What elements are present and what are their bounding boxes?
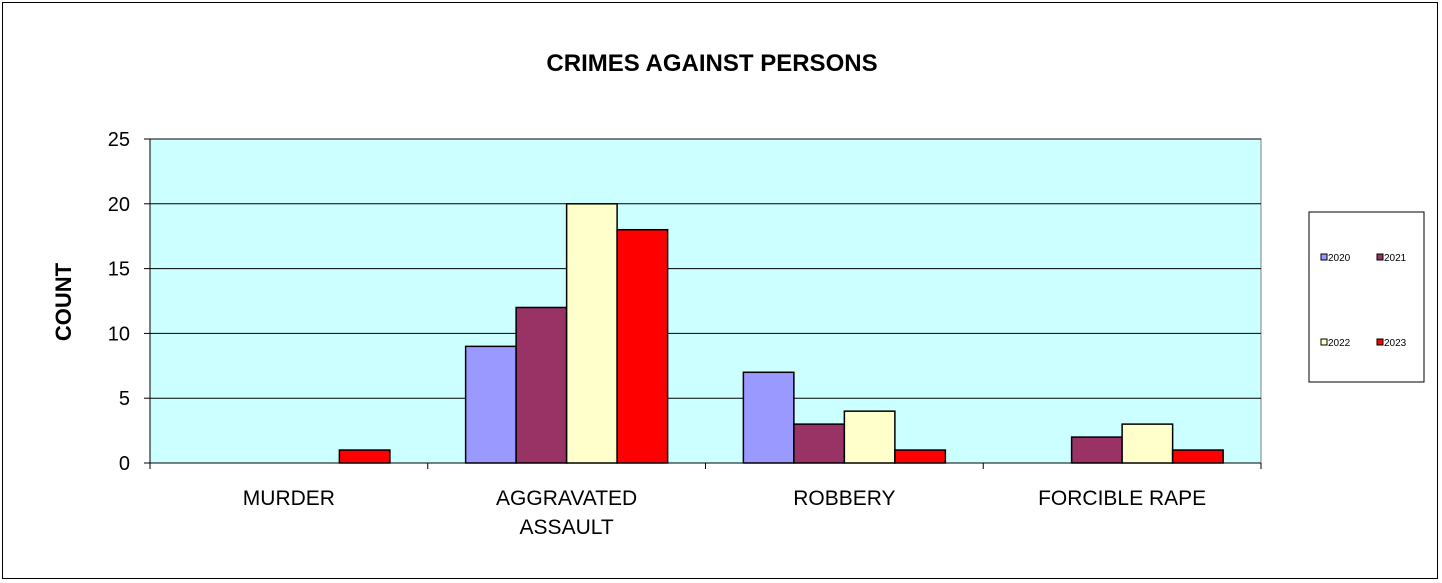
x-tick-label: AGGRAVATED bbox=[496, 487, 637, 510]
y-tick-label: 15 bbox=[108, 259, 130, 281]
bar-2021 bbox=[1070, 436, 1123, 464]
bar-2023 bbox=[338, 449, 391, 464]
x-tick-label: ASSAULT bbox=[520, 516, 614, 539]
bar-2021 bbox=[793, 423, 846, 464]
bar-2022 bbox=[565, 203, 618, 464]
bar-2023 bbox=[1171, 449, 1224, 464]
y-tick-label: 0 bbox=[119, 453, 130, 475]
chart-title: CRIMES AGAINST PERSONS bbox=[546, 50, 877, 77]
legend-swatch-2023 bbox=[1376, 338, 1384, 346]
bar-2022 bbox=[1121, 423, 1174, 464]
y-axis-label: COUNT bbox=[51, 262, 76, 341]
legend: 2020 2021 2022 2023 bbox=[1308, 211, 1425, 383]
legend-swatch-2020 bbox=[1320, 253, 1328, 261]
bar-2023 bbox=[616, 228, 669, 464]
y-tick-label: 25 bbox=[108, 129, 130, 151]
legend-label-2020: 2020 bbox=[1328, 253, 1351, 264]
legend-swatch-2021 bbox=[1376, 253, 1384, 261]
legend-swatch-2022 bbox=[1320, 338, 1328, 346]
bar-2022 bbox=[843, 410, 896, 464]
legend-label-2021: 2021 bbox=[1384, 253, 1407, 264]
legend-label-2023: 2023 bbox=[1384, 338, 1407, 349]
y-tick-label: 10 bbox=[108, 323, 130, 345]
x-tick-label: MURDER bbox=[243, 487, 335, 510]
y-tick-label: 5 bbox=[119, 388, 130, 410]
plot-background bbox=[149, 138, 1262, 464]
y-tick-label: 20 bbox=[108, 194, 130, 216]
bar-2021 bbox=[515, 306, 568, 464]
plot-area: 0 5 10 15 20 25 MURDER AGGRAVATED ASSAULT ROBBERY… bbox=[108, 129, 1262, 539]
bar-2023 bbox=[894, 449, 947, 464]
legend-label-2022: 2022 bbox=[1328, 338, 1351, 349]
bar-2020 bbox=[742, 371, 795, 464]
legend-box bbox=[1308, 211, 1425, 383]
x-tick-label: ROBBERY bbox=[793, 487, 895, 510]
bar-2020 bbox=[464, 345, 517, 464]
x-tick-label: FORCIBLE RAPE bbox=[1038, 487, 1206, 510]
